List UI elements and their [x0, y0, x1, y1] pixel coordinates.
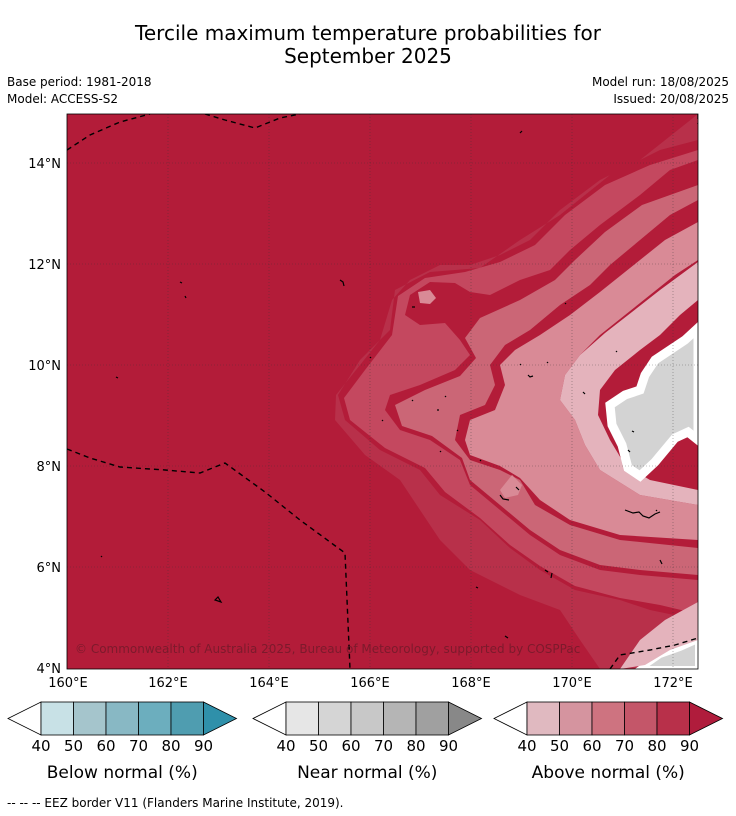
colorbar-tick-label: 80 [647, 737, 666, 755]
colorbar-tick-label: 40 [517, 737, 536, 755]
colorbar-max-extension [203, 701, 238, 736]
colorbar-max-extension [448, 701, 483, 736]
colorbars: 40 50 60 70 80 90 Below normal (%) 40 50 60 70 80 90… [7, 701, 724, 783]
meta-right: Model run: 18/08/2025 Issued: 20/08/2025 [592, 74, 729, 108]
colorbar-segment [350, 701, 384, 736]
colorbar-segment [624, 701, 658, 736]
issued-date: Issued: 20/08/2025 [613, 92, 729, 106]
lon-labels: 160°E 162°E 164°E 166°E 168°E 170°E 172°… [48, 676, 693, 691]
model-name: Model: ACCESS-S2 [7, 92, 119, 106]
lat-label: 10°N [28, 359, 61, 374]
eez-legend-note: -- -- -- EEZ border V11 (Flanders Marine… [7, 796, 344, 810]
base-period: Base period: 1981-2018 [7, 75, 152, 89]
title-line-1: Tercile maximum temperature probabilitie… [135, 21, 601, 45]
colorbar-segment [285, 701, 319, 736]
contour-blob-2 [500, 475, 522, 498]
colorbar-min-extension [252, 701, 287, 736]
colorbar-min-extension [7, 701, 42, 736]
contour-above-70 [344, 150, 698, 614]
contour-blob [418, 290, 436, 304]
colorbar-segment [526, 701, 560, 736]
colorbar-label: Near normal (%) [297, 763, 437, 783]
model-run: Model run: 18/08/2025 [591, 75, 729, 89]
colorbar-segment [656, 701, 690, 736]
colorbar-tick-label: 80 [161, 737, 180, 755]
contour-above-40 [560, 262, 698, 505]
colorbar-tick-label: 60 [96, 737, 115, 755]
colorbar-tick-label: 50 [309, 737, 328, 755]
colorbar-segment [105, 701, 139, 736]
colorbar-below: 40 50 60 70 80 90 Below normal (%) [7, 701, 238, 783]
lon-label: 168°E [451, 676, 491, 691]
lat-label: 12°N [28, 258, 61, 273]
map-area: © Commonwealth of Australia 2025, Bureau… [67, 114, 698, 669]
contour-above-80 [335, 114, 698, 669]
islands [100, 130, 663, 639]
colorbar-tick-label: 70 [374, 737, 393, 755]
colorbar-segment [73, 701, 107, 736]
eez-borders [67, 114, 698, 669]
colorbar-max-extension [689, 701, 724, 736]
lon-label: 162°E [148, 676, 188, 691]
colorbar-min-extension [493, 701, 528, 736]
colorbar-segment [559, 701, 593, 736]
colorbar-tick-label: 60 [341, 737, 360, 755]
lon-label: 170°E [552, 676, 592, 691]
colorbar-tick-label: 70 [129, 737, 148, 755]
lat-label: 14°N [28, 157, 61, 172]
colorbar-label: Below normal (%) [47, 763, 198, 783]
colorbar-segment [40, 701, 74, 736]
contour-above-50 [465, 222, 698, 540]
lat-label: 4°N [37, 662, 62, 677]
title-line-2: September 2025 [284, 44, 452, 68]
colorbar-tick-label: 40 [276, 737, 295, 755]
colorbar-tick-label: 40 [31, 737, 50, 755]
colorbar-label: Above normal (%) [532, 763, 685, 783]
colorbar-segment [138, 701, 172, 736]
colorbar-tick-label: 60 [582, 737, 601, 755]
meta-left: Base period: 1981-2018 Model: ACCESS-S2 [7, 74, 152, 108]
lon-label: 160°E [48, 676, 88, 691]
lon-label: 166°E [350, 676, 390, 691]
colorbar-tick-label: 90 [194, 737, 213, 755]
colorbar-tick-label: 50 [550, 737, 569, 755]
colorbar-tick-label: 90 [439, 737, 458, 755]
colorbar-tick-label: 90 [680, 737, 699, 755]
colorbar-tick-label: 80 [406, 737, 425, 755]
lat-labels: 14°N 12°N 10°N 8°N 6°N 4°N [28, 157, 61, 677]
lat-label: 8°N [37, 460, 62, 475]
graticule [67, 114, 698, 669]
map-frame [66, 113, 699, 670]
colorbar-segment [383, 701, 417, 736]
map-title: Tercile maximum temperature probabilitie… [0, 22, 736, 68]
lon-label: 172°E [653, 676, 693, 691]
colorbar-segment [415, 701, 449, 736]
lon-label: 164°E [249, 676, 289, 691]
colorbar-tick-label: 70 [615, 737, 634, 755]
copyright-text: © Commonwealth of Australia 2025, Bureau… [75, 642, 580, 656]
colorbar-segment [170, 701, 204, 736]
colorbar-tick-label: 50 [64, 737, 83, 755]
colorbar-above: 40 50 60 70 80 90 Above normal (%) [493, 701, 724, 783]
lat-label: 6°N [37, 561, 62, 576]
colorbar-segment [318, 701, 352, 736]
colorbar-segment [591, 701, 625, 736]
